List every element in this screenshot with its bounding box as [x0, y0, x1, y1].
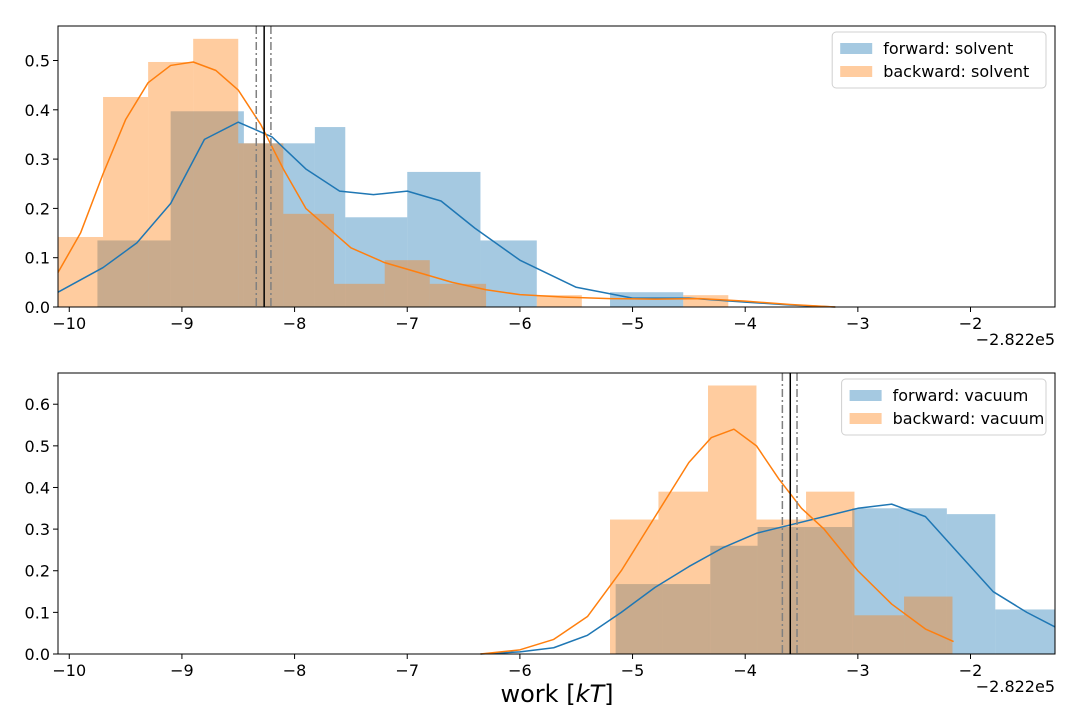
- y-tick-label: 0.4: [25, 101, 50, 120]
- histogram-bar: [148, 61, 194, 308]
- histogram-bar: [345, 217, 408, 307]
- histogram-bar: [756, 519, 807, 654]
- legend-swatch: [840, 66, 873, 77]
- histogram-bar: [170, 111, 244, 307]
- y-tick-label: 0.0: [25, 298, 50, 317]
- histogram-bar: [384, 260, 430, 307]
- x-offset-text: −2.822e5: [976, 330, 1055, 349]
- y-tick-label: 0.1: [25, 603, 50, 622]
- x-tick-label: −4: [733, 661, 757, 680]
- histogram-bar: [334, 283, 385, 307]
- histogram-bar: [193, 38, 239, 308]
- x-tick-label: −9: [170, 314, 194, 333]
- kde-curve: [480, 503, 1056, 655]
- histogram-bar: [610, 519, 659, 654]
- y-tick-label: 0.6: [25, 395, 50, 414]
- legend-label: backward: vacuum: [893, 409, 1045, 428]
- x-tick-label: −4: [733, 314, 757, 333]
- x-tick-label: −10: [52, 661, 86, 680]
- y-tick-label: 0.2: [25, 562, 50, 581]
- histogram-bar: [97, 240, 171, 307]
- x-tick-label: −3: [846, 314, 870, 333]
- x-tick-label: −7: [395, 314, 419, 333]
- y-tick-label: 0.3: [25, 520, 50, 539]
- legend-label: forward: solvent: [883, 39, 1013, 58]
- histogram-bar: [854, 615, 905, 654]
- histogram-bar: [683, 295, 729, 307]
- kde-curve: [480, 428, 954, 655]
- histogram-bar: [314, 127, 346, 307]
- histogram-bar: [283, 213, 335, 307]
- x-tick-label: −2: [959, 661, 983, 680]
- histogram-bar: [806, 491, 855, 654]
- y-tick-label: 0.2: [25, 199, 50, 218]
- y-tick-label: 0.3: [25, 150, 50, 169]
- kde-curve: [57, 61, 836, 308]
- histogram-bar: [658, 491, 709, 654]
- legend-label: backward: solvent: [883, 62, 1029, 81]
- legend-box: [831, 31, 1047, 89]
- x-offset-text: −2.822e5: [976, 677, 1055, 696]
- x-tick-label: −10: [52, 314, 86, 333]
- axes-frame: [57, 372, 1056, 655]
- x-tick-label: −7: [395, 661, 419, 680]
- x-tick-label: −6: [508, 314, 532, 333]
- histogram-bar: [710, 545, 758, 654]
- axes-frame: [57, 25, 1056, 308]
- histogram-bar: [995, 609, 1055, 654]
- histogram-bar: [429, 283, 487, 307]
- x-tick-label: −6: [508, 661, 532, 680]
- x-tick-label: −2: [959, 314, 983, 333]
- x-axis-label: work [kT]: [500, 680, 613, 708]
- histogram-bar: [804, 527, 853, 654]
- histogram-bar: [103, 96, 149, 307]
- legend-box: [841, 378, 1047, 436]
- x-tick-label: −9: [170, 661, 194, 680]
- legend-swatch: [840, 43, 873, 54]
- y-tick-label: 0.5: [25, 52, 50, 71]
- solvent-work-panel: −10 −9 −8 −7 −6 −5 −4 −3 −2 0.0 0.1 0.2 0.3 0.4 0.5 −2.…: [25, 25, 1056, 349]
- y-tick-label: 0.4: [25, 478, 50, 497]
- x-tick-label: −5: [621, 314, 645, 333]
- x-tick-label: −8: [283, 661, 307, 680]
- x-tick-label: −8: [283, 314, 307, 333]
- histogram-bar: [238, 143, 284, 307]
- histogram-bar: [946, 514, 996, 654]
- vacuum-work-panel: −10 −9 −8 −7 −6 −5 −4 −3 −2 0.0 0.1 0.2 0.3 0.4 0.5 0.6…: [25, 372, 1056, 696]
- y-tick-label: 0.0: [25, 645, 50, 664]
- legend-label: forward: vacuum: [893, 386, 1029, 405]
- x-tick-label: −3: [846, 661, 870, 680]
- histogram-bar: [662, 584, 711, 654]
- histogram-bar: [852, 508, 900, 654]
- y-tick-label: 0.1: [25, 249, 50, 268]
- histogram-bar: [480, 240, 537, 307]
- x-tick-label: −5: [621, 661, 645, 680]
- legend-swatch: [849, 413, 882, 424]
- legend-swatch: [849, 390, 882, 401]
- histogram-bar: [904, 596, 953, 654]
- histogram-bar: [615, 584, 663, 654]
- y-tick-label: 0.5: [25, 437, 50, 456]
- histogram-bar: [708, 385, 757, 654]
- histogram-bar: [536, 295, 582, 307]
